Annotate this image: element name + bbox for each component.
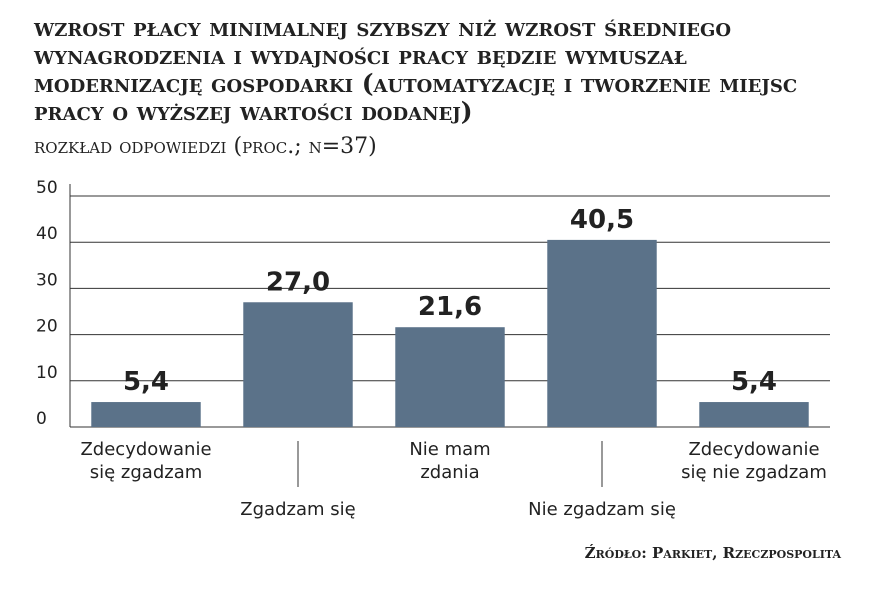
- y-tick-label: 40: [36, 224, 58, 244]
- x-tick-label: Nie mam zdania: [409, 439, 490, 483]
- y-tick-label: 20: [36, 317, 58, 337]
- source-note: Źródło: Parkiet, Rzeczpospolita: [584, 544, 841, 562]
- value-label: 21,6: [418, 292, 482, 322]
- bar: [91, 402, 201, 427]
- bar: [699, 402, 809, 427]
- x-tick-label: Zdecydowanie się nie zgadzam: [681, 439, 827, 483]
- value-label: 5,4: [731, 367, 777, 397]
- bar: [547, 239, 657, 427]
- value-label: 5,4: [123, 367, 169, 397]
- x-tick-label: Zgadzam się: [240, 499, 355, 520]
- y-tick-label: 50: [36, 178, 58, 198]
- bar: [395, 327, 505, 427]
- x-tick-label: Zdecydowanie się zgadzam: [80, 439, 211, 483]
- y-tick-label: 10: [36, 363, 58, 383]
- value-label: 40,5: [570, 205, 634, 235]
- chart-title: Wzrost płacy minimalnej szybszy niż wzro…: [34, 13, 798, 126]
- value-label: 27,0: [266, 267, 330, 297]
- y-tick-label: 0: [36, 409, 47, 429]
- bar: [243, 302, 353, 427]
- y-tick-label: 30: [36, 270, 58, 290]
- x-tick-label: Nie zgadzam się: [528, 499, 676, 520]
- chart-subtitle: rozkład odpowiedzi (proc.; N=37): [34, 134, 377, 159]
